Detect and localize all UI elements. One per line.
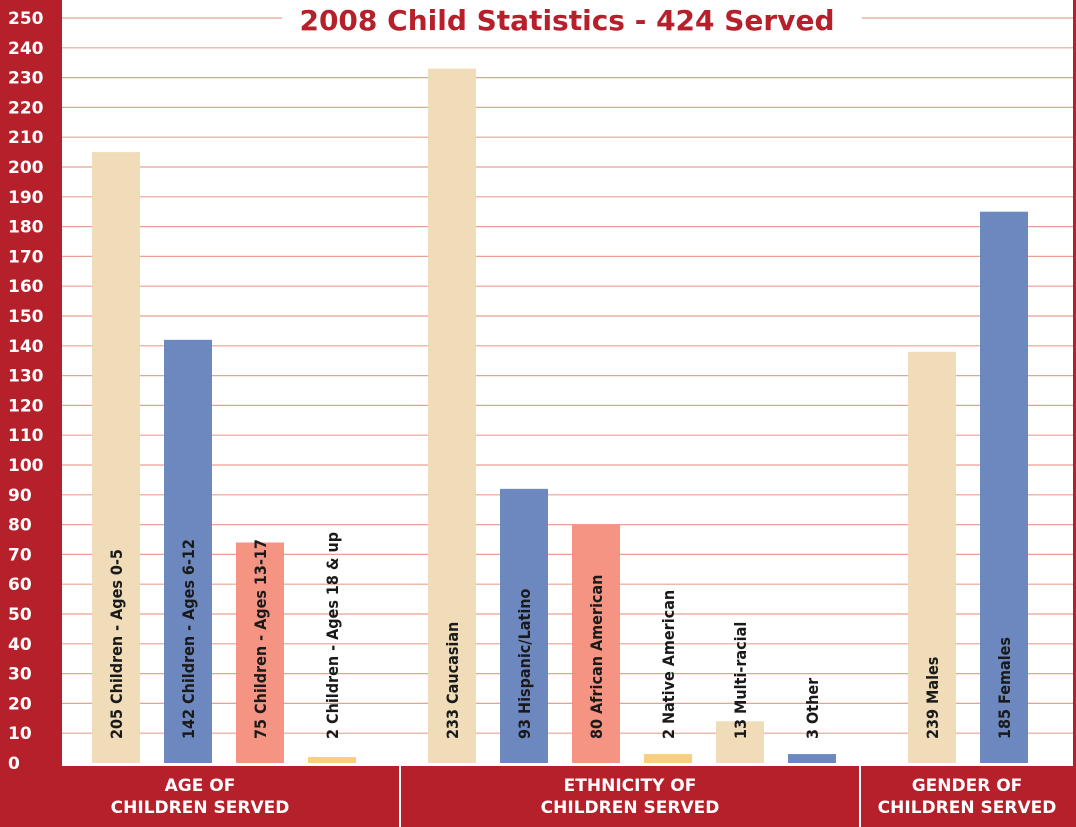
bar	[236, 542, 284, 763]
bar-label: 233 Caucasian	[443, 622, 462, 739]
bar-label: 2 Children - Ages 18 & up	[323, 532, 342, 739]
y-tick-label: 240	[8, 39, 44, 59]
y-tick-label: 30	[8, 665, 32, 685]
bar	[164, 339, 212, 763]
bar-label: 75 Children - Ages 13-17	[251, 539, 270, 739]
bar-label: 205 Children - Ages 0-5	[107, 549, 126, 739]
y-axis: 0 10 20 30 40 50 60 70 80 90 100 110 120 130 140 150 160…	[8, 9, 44, 774]
group-label-line1: AGE OF	[165, 776, 236, 796]
y-tick-label: 140	[8, 337, 44, 357]
bar	[500, 488, 548, 763]
y-tick-label: 50	[8, 605, 32, 625]
y-tick-label: 180	[8, 218, 44, 238]
y-tick-label: 230	[8, 69, 44, 89]
bar-label: 80 African American	[587, 575, 606, 739]
bar-label: 142 Children - Ages 6-12	[179, 539, 198, 739]
bar-label: 3 Other	[803, 677, 822, 739]
y-tick-label: 130	[8, 367, 44, 387]
y-tick-label: 10	[8, 724, 32, 744]
bar	[572, 524, 620, 763]
y-tick-label: 160	[8, 277, 44, 297]
y-tick-label: 200	[8, 158, 44, 178]
chart-title: 2008 Child Statistics - 424 Served	[299, 4, 834, 37]
y-tick-label: 90	[8, 486, 32, 506]
bar	[908, 351, 956, 763]
y-tick-label: 190	[8, 188, 44, 208]
y-tick-label: 220	[8, 98, 44, 118]
group-label-line2: CHILDREN SERVED	[878, 798, 1057, 818]
y-tick-label: 110	[8, 426, 44, 446]
bar	[716, 721, 764, 763]
y-tick-label: 70	[8, 545, 32, 565]
y-tick-label: 40	[8, 635, 32, 655]
y-tick-label: 170	[8, 247, 44, 267]
bar-label: 239 Males	[923, 657, 942, 739]
title-backdrop	[282, 2, 862, 42]
bar	[980, 211, 1028, 763]
bar	[644, 754, 692, 763]
group-label-line2: CHILDREN SERVED	[111, 798, 290, 818]
y-tick-label: 100	[8, 456, 44, 476]
bar	[92, 152, 140, 764]
y-tick-label: 120	[8, 396, 44, 416]
y-tick-label: 250	[8, 9, 44, 29]
bar-label: 2 Native American	[659, 590, 678, 739]
plot-area	[62, 0, 1073, 766]
group-label-line1: ETHNICITY OF	[564, 776, 697, 796]
bar-label: 185 Females	[995, 637, 1014, 739]
group-label-line1: GENDER OF	[912, 776, 1023, 796]
y-tick-label: 210	[8, 128, 44, 148]
y-tick-label: 150	[8, 307, 44, 327]
bar-label: 13 Multi-racial	[731, 622, 750, 739]
bar	[308, 757, 356, 763]
bar	[788, 754, 836, 763]
bar-label: 93 Hispanic/Latino	[515, 588, 534, 739]
y-tick-label: 80	[8, 516, 32, 536]
y-tick-label: 0	[8, 754, 20, 774]
bars: 205 Children - Ages 0-5 142 Children - Ag…	[92, 68, 1028, 764]
bar	[428, 68, 476, 763]
y-tick-label: 20	[8, 694, 32, 714]
y-tick-label: 60	[8, 575, 32, 595]
group-label-line2: CHILDREN SERVED	[541, 798, 720, 818]
